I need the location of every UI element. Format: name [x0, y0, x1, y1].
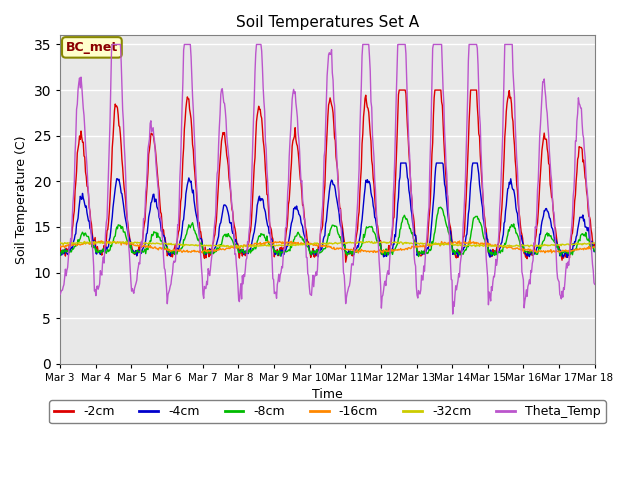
Text: BC_met: BC_met	[66, 41, 118, 54]
Legend: -2cm, -4cm, -8cm, -16cm, -32cm, Theta_Temp: -2cm, -4cm, -8cm, -16cm, -32cm, Theta_Te…	[49, 400, 605, 423]
Y-axis label: Soil Temperature (C): Soil Temperature (C)	[15, 135, 28, 264]
X-axis label: Time: Time	[312, 388, 343, 401]
Title: Soil Temperatures Set A: Soil Temperatures Set A	[236, 15, 419, 30]
